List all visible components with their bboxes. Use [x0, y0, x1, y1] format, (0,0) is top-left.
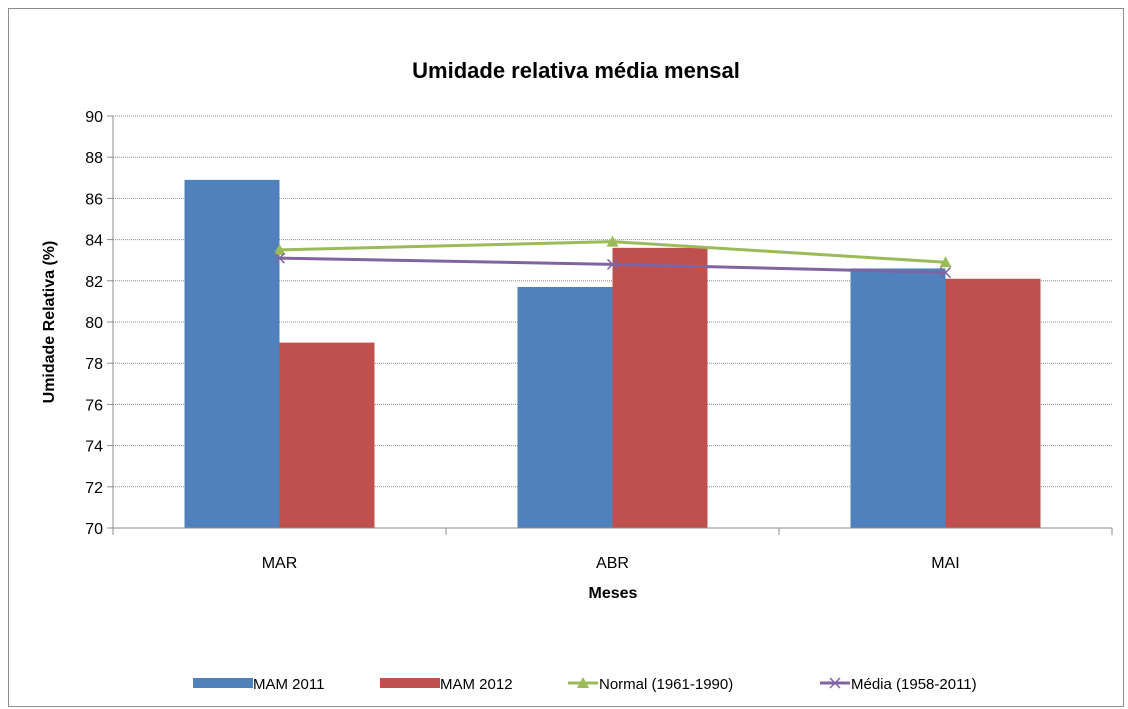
y-tick-label: 70	[85, 521, 103, 538]
legend-item: MAM 2011	[193, 676, 324, 693]
x-tick-label: ABR	[596, 555, 629, 572]
point-m-dia-1958-2011	[939, 267, 952, 279]
point-m-dia-1958-2011	[606, 258, 619, 270]
y-tick-label: 84	[85, 233, 103, 250]
x-axis-title: Meses	[589, 585, 638, 602]
x-tick-labels: MAR ABR MAI	[262, 555, 960, 572]
bar-mam-2012	[279, 342, 375, 528]
point-normal-1961-1990	[939, 256, 952, 268]
point-normal-1961-1990	[606, 235, 619, 247]
y-tick-label: 76	[85, 397, 103, 414]
axes	[107, 115, 1113, 535]
bar-mam-2011	[850, 268, 946, 528]
legend-label: Média (1958-2011)	[851, 676, 977, 693]
legend: MAM 2011 MAM 2012 Normal (1961-1990) Média …	[193, 676, 977, 693]
legend-item: MAM 2012	[380, 676, 513, 693]
point-m-dia-1958-2011-stroke	[273, 252, 286, 264]
legend-swatch	[380, 678, 440, 688]
y-tick-label: 78	[85, 356, 103, 373]
y-tick-label: 74	[85, 439, 103, 456]
point-normal-1961-1990	[273, 243, 286, 255]
legend-marker	[829, 677, 841, 689]
legend-item: Média (1958-2011)	[820, 676, 977, 693]
y-tick-label: 80	[85, 315, 103, 332]
y-tick-label: 88	[85, 150, 103, 167]
point-m-dia-1958-2011	[273, 252, 286, 264]
y-tick-label: 72	[85, 480, 103, 497]
bar-mam-2012	[945, 278, 1041, 528]
y-axis-title: Umidade Relativa (%)	[41, 241, 58, 404]
chart-title: Umidade relativa média mensal	[412, 58, 740, 83]
x-tick-label: MAR	[262, 555, 298, 572]
x-tick-label: MAI	[931, 555, 959, 572]
series-lines	[273, 235, 952, 279]
y-tick-label: 90	[85, 109, 103, 126]
bar-mam-2011	[517, 286, 613, 528]
bars	[184, 179, 1041, 529]
bar-mam-2011	[184, 179, 280, 529]
legend-item: Normal (1961-1990)	[568, 676, 733, 693]
legend-label: Normal (1961-1990)	[599, 676, 733, 693]
legend-marker	[577, 677, 589, 688]
legend-marker-stroke	[829, 677, 841, 689]
point-m-dia-1958-2011-stroke	[939, 267, 952, 279]
bar-mam-2012	[612, 247, 708, 528]
legend-swatch	[193, 678, 253, 688]
legend-label: MAM 2011	[253, 676, 324, 693]
y-tick-label: 86	[85, 191, 103, 208]
legend-label: MAM 2012	[440, 676, 513, 693]
point-m-dia-1958-2011-stroke	[606, 258, 619, 270]
y-tick-labels: 70 72 74 76 78 80 82 84 86 88 90	[85, 109, 103, 538]
y-tick-label: 82	[85, 274, 103, 291]
